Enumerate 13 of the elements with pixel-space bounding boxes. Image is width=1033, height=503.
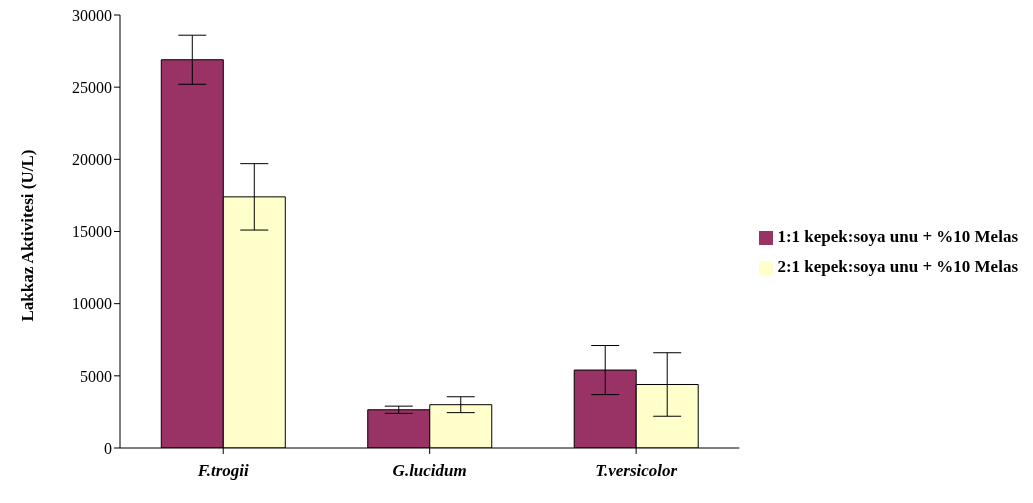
y-axis-title: Lakkaz Aktivitesi (U/L) [18, 149, 38, 322]
y-tick-label: 0 [104, 439, 112, 457]
y-tick-label: 30000 [72, 6, 112, 24]
y-tick-label: 25000 [72, 78, 112, 96]
x-tick-label: F.trogii [196, 461, 250, 481]
y-tick-label: 15000 [72, 223, 112, 241]
x-tick-label: T.versicolor [595, 461, 678, 481]
legend-label: 2:1 kepek:soya unu + %10 Melas [777, 256, 1018, 276]
y-tick-label: 20000 [72, 151, 112, 169]
legend-label: 1:1 kepek:soya unu + %10 Melas [777, 226, 1018, 246]
y-tick-label: 10000 [72, 295, 112, 313]
x-tick-label: G.lucidum [392, 461, 467, 481]
y-tick-label: 5000 [80, 367, 112, 385]
